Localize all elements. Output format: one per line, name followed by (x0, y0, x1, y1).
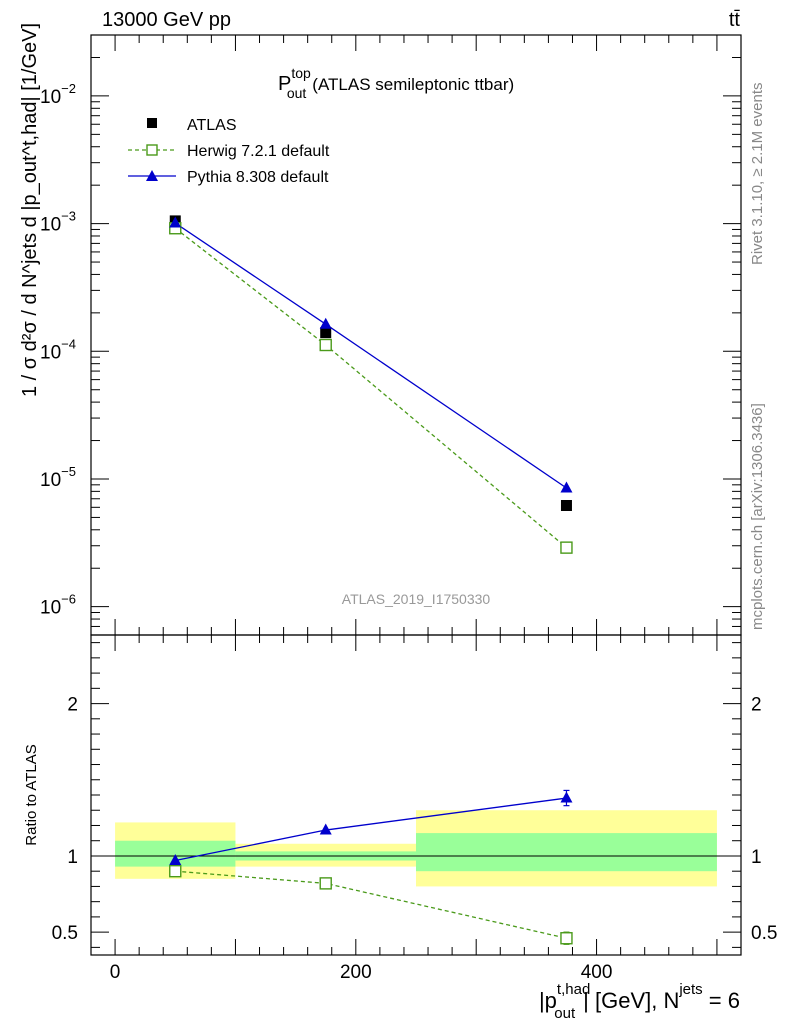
ratio-point-series-1 (319, 823, 332, 835)
main-point-series-2 (319, 317, 332, 329)
main-point-series-2 (169, 216, 182, 228)
main-y-tick-label: 10−5 (40, 464, 76, 491)
ratio-y-tick-label: 0.5 (52, 923, 78, 944)
process-label: tt̄ (729, 9, 741, 31)
main-panel: 10−610−510−410−310−2 Ptop out (ATLAS semil… (19, 23, 742, 636)
legend: ATLAS Herwig 7.2.1 default Pythia 8.308 … (128, 117, 330, 186)
main-series-lines (174, 222, 567, 549)
ratio-y-tick-label-right: 2 (751, 695, 762, 716)
tick-exponent: −3 (61, 209, 76, 224)
mcplots-label: mcplots.cern.ch [arXiv:1306.3436] (749, 403, 766, 630)
legend-entry-herwig: Herwig 7.2.1 default (128, 143, 330, 160)
legend-marker-herwig (146, 144, 158, 156)
main-line-series-1 (174, 227, 567, 549)
ratio-axis-ticks (91, 635, 741, 955)
ratio-y-tick-label: 1 (67, 847, 78, 868)
ratio-point-series-0 (319, 877, 332, 890)
ratio-panel: 0.5 0.5 1 1 2 2 0 200 400 Ratio to ATLAS |pt,ha… (23, 634, 778, 1022)
ratio-y-tick-label-right: 1 (751, 847, 762, 868)
main-line-series-2 (174, 222, 567, 489)
xlabel-sup: t,had (557, 981, 590, 998)
rivet-label: Rivet 3.1.10, ≥ 2.1M events (749, 83, 766, 266)
tick-exponent: −5 (61, 464, 76, 479)
tick-base: 10 (40, 598, 61, 619)
x-tick-label: 200 (340, 962, 372, 983)
ratio-y-tick-label-right: 0.5 (751, 923, 777, 944)
ratio-y-tick-labels: 0.5 0.5 1 1 2 2 (52, 695, 778, 945)
main-point-series-1 (560, 541, 573, 554)
x-tick-label: 0 (110, 962, 121, 983)
main-y-tick-label: 10−4 (40, 336, 76, 363)
main-y-tick-label: 10−6 (40, 592, 76, 619)
main-point-series-0 (320, 327, 332, 339)
tick-base: 10 (40, 470, 61, 491)
chart-title: Ptop out (ATLAS semileptonic ttbar) (278, 65, 514, 101)
xlabel-sub: out (554, 1005, 576, 1022)
x-axis-label: |pt,had out | [GeV], Njets = 6 (539, 981, 740, 1022)
main-point-series-0 (560, 499, 572, 511)
legend-label-herwig: Herwig 7.2.1 default (187, 143, 330, 160)
legend-label-pythia: Pythia 8.308 default (187, 169, 329, 186)
x-tick-label: 400 (581, 962, 613, 983)
main-y-tick-label: 10−3 (40, 209, 76, 236)
tick-base: 10 (40, 215, 61, 236)
main-point-series-2 (560, 481, 573, 493)
tick-exponent: −4 (61, 336, 76, 351)
ratio-point-series-0 (169, 864, 182, 878)
main-y-tick-labels: 10−610−510−410−310−2 (40, 81, 76, 619)
ratio-x-tick-labels: 0 200 400 (110, 962, 613, 983)
ratio-uncertainty-bands (115, 810, 717, 887)
energy-label: 13000 GeV pp (102, 9, 231, 31)
ratio-point-series-0 (560, 932, 573, 945)
title-sub: out (287, 85, 307, 101)
ratio-frame (90, 634, 742, 956)
legend-marker-atlas (147, 118, 157, 128)
legend-label-atlas: ATLAS (187, 117, 237, 134)
tick-exponent: −2 (61, 81, 76, 96)
ratio-point-series-1 (169, 854, 182, 866)
analysis-watermark: ATLAS_2019_I1750330 (342, 591, 491, 607)
legend-entry-pythia: Pythia 8.308 default (128, 169, 329, 186)
xlabel-end: = 6 (703, 988, 740, 1013)
tick-base: 10 (40, 342, 61, 363)
title-sup: top (291, 65, 311, 81)
main-point-series-1 (319, 338, 332, 352)
xlabel-rest: | [GeV], N (583, 988, 679, 1013)
ratio-band-green-2 (416, 833, 717, 872)
main-y-tick-label: 10−2 (40, 81, 76, 108)
xlabel-main: |p (539, 988, 557, 1013)
main-series-markers (169, 215, 573, 554)
tick-exponent: −6 (61, 592, 76, 607)
legend-entry-atlas: ATLAS (147, 117, 237, 134)
legend-marker-pythia (146, 170, 158, 181)
ratio-point-series-1 (560, 791, 573, 803)
main-y-axis-label: 1 / σ d²σ / d N^jets d |p_out^t,had| [1/… (19, 23, 41, 397)
xlabel-sup2: jets (678, 981, 702, 998)
tick-base: 10 (40, 87, 61, 108)
title-main: P (278, 73, 291, 95)
ratio-y-tick-label: 2 (67, 695, 78, 716)
ratio-y-axis-label: Ratio to ATLAS (23, 744, 40, 845)
title-rest: (ATLAS semileptonic ttbar) (312, 75, 514, 94)
ratio-series-markers (169, 789, 573, 945)
main-axis-ticks (91, 34, 741, 636)
